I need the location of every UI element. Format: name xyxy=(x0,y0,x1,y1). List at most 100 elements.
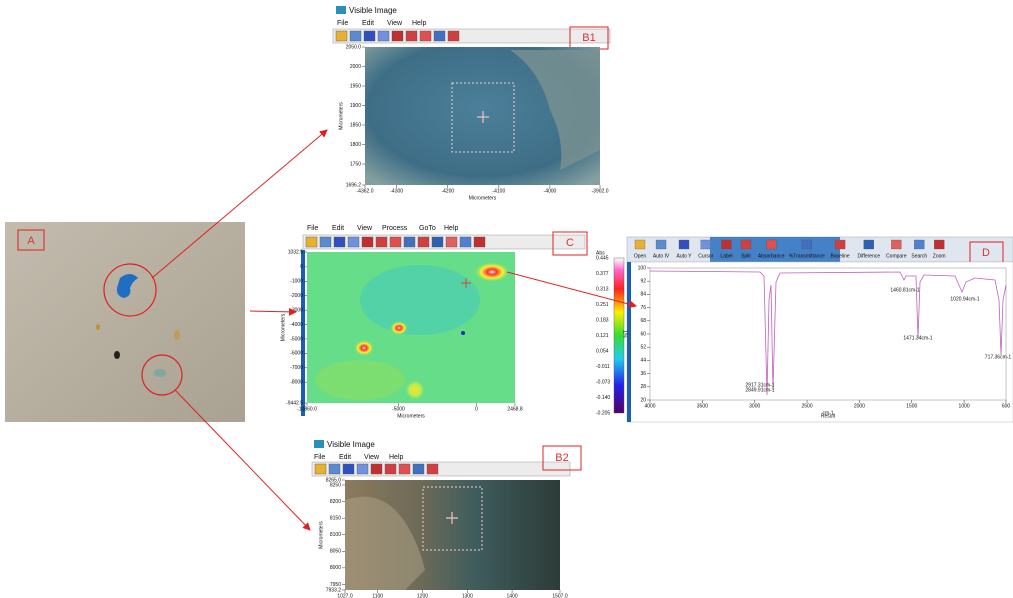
figure: A Visible Image FileEditViewHelp B1 2050… xyxy=(0,0,1013,598)
tool-button xyxy=(656,240,666,249)
tool-button xyxy=(914,240,924,249)
x-tick-label: 1100 xyxy=(372,593,383,598)
colorbar-tick-label: 0.121 xyxy=(596,333,609,339)
y-tick-label: -7000 xyxy=(290,365,303,371)
y-tick-label: 28 xyxy=(640,384,646,390)
menu-item: Edit xyxy=(332,225,344,232)
tool-button xyxy=(432,237,443,247)
tool-button xyxy=(315,464,326,474)
peak-label: 1471.34cm-1 xyxy=(903,335,932,341)
tool-label: Open xyxy=(634,253,646,259)
y-tick-label: 84 xyxy=(640,292,646,298)
y-tick-label: -5000 xyxy=(290,336,303,342)
x-tick-label: -4100 xyxy=(492,188,505,194)
peak-label: 717.36cm-1 xyxy=(985,354,1012,360)
y-axis-label: Micrometers xyxy=(318,521,324,549)
tool-label: Label xyxy=(720,253,732,259)
map-region xyxy=(360,265,480,335)
x-tick-label: 1200 xyxy=(417,593,428,598)
x-tick-label: 600 xyxy=(1002,403,1011,409)
x-tick-label: 0 xyxy=(475,406,478,412)
tool-button xyxy=(406,31,417,41)
window-icon xyxy=(336,6,346,14)
y-tick-label: 2000 xyxy=(350,64,361,70)
y-tick-label: 44 xyxy=(640,358,646,364)
menu-item: Edit xyxy=(362,20,374,27)
hotspot xyxy=(390,321,408,335)
y-axis-label: Micrometers xyxy=(280,313,286,341)
footer: Result xyxy=(821,413,836,419)
x-tick-label: -4200 xyxy=(441,188,454,194)
tool-button xyxy=(474,237,485,247)
peak-label: 2849.91cm-1 xyxy=(745,387,774,393)
panel-c: FileEditViewProcessGoToHelp C Abs 1032.5… xyxy=(280,225,624,419)
panel-label: A xyxy=(27,235,35,247)
y-tick-label: 1750 xyxy=(350,161,361,167)
y-tick-label: 8050 xyxy=(330,549,341,555)
tool-button xyxy=(413,464,424,474)
colorbar-tick-label: 0.445 xyxy=(596,255,609,261)
speck xyxy=(96,324,100,330)
y-tick-label: 1950 xyxy=(350,83,361,89)
y-tick-label: 2050.0 xyxy=(346,44,362,50)
x-axis-label: Micrometers xyxy=(397,413,425,419)
y-tick-label: -8000 xyxy=(290,380,303,386)
y-axis-label: %T xyxy=(623,330,629,338)
colorbar-tick-label: 0.183 xyxy=(596,317,609,323)
coldspot xyxy=(461,331,465,335)
x-tick-label: 1400 xyxy=(507,593,518,598)
tool-button xyxy=(864,240,874,249)
y-tick-label: 76 xyxy=(640,305,646,311)
window-title: Visible Image xyxy=(327,440,375,449)
tool-button xyxy=(891,240,901,249)
y-tick-label: 8150 xyxy=(330,515,341,521)
menu-item: Help xyxy=(444,225,459,232)
y-tick-label: 8200 xyxy=(330,499,341,505)
tool-button xyxy=(635,240,645,249)
window-edge xyxy=(301,250,305,416)
window-edge xyxy=(627,262,631,422)
x-tick-label: 2000 xyxy=(854,403,865,409)
tool-button xyxy=(934,240,944,249)
tool-button xyxy=(701,240,711,249)
arrow xyxy=(250,311,296,312)
tool-button xyxy=(336,31,347,41)
tool-button xyxy=(420,31,431,41)
toolbar xyxy=(303,235,585,249)
tool-label: Absorbance xyxy=(758,253,785,259)
window-icon xyxy=(314,440,324,448)
window-title: Visible Image xyxy=(349,6,397,15)
menu-item: File xyxy=(337,20,348,27)
panel-label: C xyxy=(566,237,574,249)
tool-label: Auto Y xyxy=(677,253,693,259)
x-tick-label: 1300 xyxy=(462,593,473,598)
tool-button xyxy=(766,240,776,249)
fragment xyxy=(154,369,166,377)
panel-label: D xyxy=(982,247,990,259)
y-tick-label: 1900 xyxy=(350,103,361,109)
tool-button xyxy=(306,237,317,247)
tool-button xyxy=(362,237,373,247)
tool-button xyxy=(371,464,382,474)
speck xyxy=(114,351,120,359)
x-tick-label: 1000 xyxy=(959,403,970,409)
x-tick-label: -3902.0 xyxy=(592,188,609,194)
colorbar-tick-label: -0.011 xyxy=(596,364,610,370)
tool-button xyxy=(320,237,331,247)
menu-item: Help xyxy=(412,20,427,27)
x-tick-label: -10860.0 xyxy=(297,406,317,412)
x-tick-label: 1500 xyxy=(906,403,917,409)
colorbar-tick-label: -0.205 xyxy=(596,410,610,416)
tool-button xyxy=(390,237,401,247)
peak-label: 1460.81cm-1 xyxy=(890,287,919,293)
x-tick-label: -4300 xyxy=(390,188,403,194)
colorbar-tick-label: 0.251 xyxy=(596,302,609,308)
menu-item: Process xyxy=(382,225,408,232)
y-tick-label: 8250 xyxy=(330,482,341,488)
tool-button xyxy=(721,240,731,249)
y-tick-label: -6000 xyxy=(290,351,303,357)
y-tick-label: -4000 xyxy=(290,322,303,328)
tool-button xyxy=(404,237,415,247)
